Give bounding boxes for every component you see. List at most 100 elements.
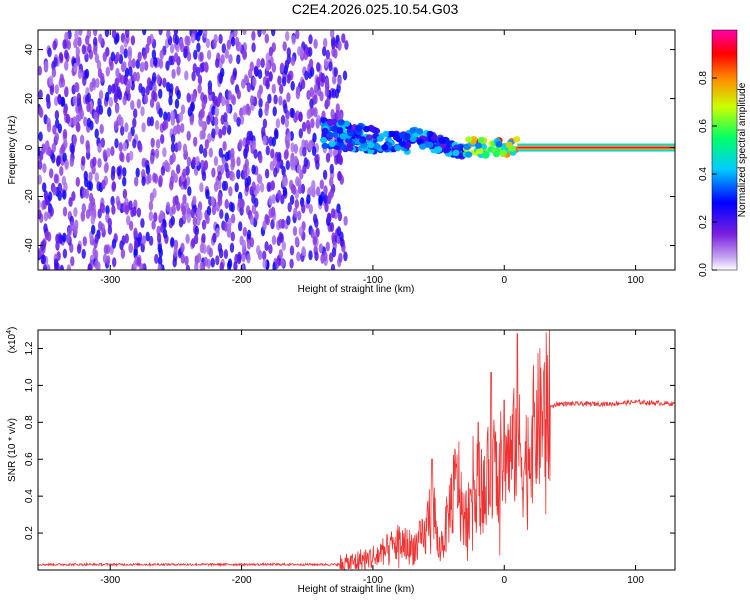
- spectrogram-x-axis: -300 -200 -100 0 100: [100, 30, 644, 286]
- heatmap-cell: [38, 209, 42, 220]
- heatmap-cell: [252, 77, 257, 87]
- heatmap-cell: [111, 238, 117, 249]
- heatmap-cell: [476, 147, 484, 155]
- heatmap-cell: [182, 194, 187, 205]
- heatmap-cell: [286, 215, 291, 226]
- heatmap-cell: [120, 248, 126, 259]
- heatmap-cell: [119, 151, 124, 162]
- heatmap-cell: [151, 90, 156, 101]
- heatmap-cell: [323, 37, 328, 48]
- heatmap-cell: [42, 182, 47, 193]
- heatmap-cell: [258, 97, 263, 108]
- heatmap-cell: [168, 95, 173, 106]
- heatmap-cell: [128, 243, 133, 253]
- heatmap-cell: [193, 234, 199, 245]
- heatmap-cell: [236, 169, 241, 180]
- heatmap-cell: [306, 109, 311, 120]
- heatmap-cell: [122, 188, 128, 199]
- heatmap-cell: [156, 74, 161, 85]
- heatmap-cell: [54, 84, 59, 95]
- heatmap-cell: [64, 160, 69, 170]
- heatmap-cell: [73, 38, 78, 49]
- heatmap-cell: [301, 246, 306, 257]
- heatmap-cell: [277, 189, 282, 200]
- heatmap-cell: [59, 73, 64, 84]
- heatmap-cell: [133, 108, 138, 119]
- heatmap-cell: [38, 65, 42, 76]
- heatmap-cell: [268, 244, 273, 255]
- heatmap-cell: [148, 235, 154, 246]
- heatmap-cell: [74, 30, 79, 41]
- heatmap-cell: [160, 134, 165, 144]
- heatmap-cell: [114, 138, 119, 149]
- heatmap-cell: [202, 147, 208, 158]
- heatmap-cell: [278, 95, 283, 106]
- heatmap-cell: [128, 220, 134, 231]
- heatmap-cell: [261, 30, 267, 36]
- heatmap-cell: [277, 75, 282, 86]
- heatmap-cell: [218, 147, 223, 158]
- heatmap-cell: [192, 195, 197, 206]
- heatmap-cell: [279, 63, 285, 73]
- heatmap-cell: [226, 39, 231, 50]
- heatmap-cell: [284, 117, 289, 128]
- heatmap-cell: [52, 185, 57, 196]
- heatmap-cell: [322, 46, 327, 57]
- heatmap-cell: [419, 143, 427, 150]
- heatmap-cell: [177, 141, 182, 151]
- heatmap-cell: [86, 117, 92, 128]
- heatmap-cell: [194, 225, 199, 236]
- heatmap-cell: [142, 30, 147, 36]
- heatmap-cell: [180, 242, 185, 253]
- heatmap-cell: [251, 194, 256, 204]
- heatmap-cell: [120, 74, 125, 85]
- heatmap-cell: [271, 30, 276, 37]
- heatmap-cell: [237, 198, 242, 209]
- heatmap-cell: [57, 123, 62, 134]
- heatmap-cell: [149, 98, 155, 108]
- heatmap-cell: [149, 154, 155, 165]
- heatmap-cell: [221, 43, 226, 54]
- heatmap-cell: [194, 261, 199, 270]
- heatmap-cell: [319, 91, 324, 102]
- heatmap-cell: [144, 60, 149, 71]
- heatmap-cell: [253, 148, 258, 159]
- heatmap-cell: [262, 118, 268, 129]
- heatmap-cell: [381, 144, 389, 151]
- heatmap-cell: [346, 144, 354, 152]
- heatmap-cell: [106, 147, 111, 158]
- heatmap-cell: [170, 110, 175, 121]
- spectrogram-frame: [37, 29, 676, 271]
- heatmap-cell: [234, 36, 240, 47]
- heatmap-cell: [135, 167, 140, 178]
- heatmap-cell: [223, 221, 228, 232]
- heatmap-cell: [91, 77, 96, 88]
- heatmap-cell: [86, 102, 91, 113]
- heatmap-cell: [38, 146, 41, 157]
- heatmap-cell: [214, 125, 219, 135]
- heatmap-cell: [172, 257, 177, 268]
- heatmap-cell: [265, 79, 270, 90]
- heatmap-cell: [180, 253, 185, 264]
- heatmap-cell: [290, 80, 295, 91]
- heatmap-cell: [337, 75, 342, 86]
- heatmap-cell: [285, 160, 290, 171]
- heatmap-cell: [152, 72, 157, 83]
- heatmap-cell: [81, 155, 86, 166]
- heatmap-cell: [222, 141, 227, 151]
- colorbar-gradient: [711, 29, 738, 271]
- heatmap-cell: [270, 219, 275, 230]
- heatmap-cell: [157, 263, 162, 270]
- heatmap-cell: [141, 86, 146, 97]
- heatmap-cell: [46, 231, 52, 242]
- heatmap-cell: [52, 40, 57, 51]
- heatmap-cell: [219, 262, 224, 270]
- heatmap-cell: [110, 146, 115, 157]
- heatmap-cell: [297, 210, 302, 221]
- snr-frame: [37, 329, 676, 571]
- heatmap-cell: [162, 228, 168, 239]
- heatmap-cell: [165, 60, 170, 71]
- heatmap-cell: [312, 132, 317, 143]
- heatmap-cell: [319, 179, 324, 190]
- heatmap-cell: [74, 219, 79, 230]
